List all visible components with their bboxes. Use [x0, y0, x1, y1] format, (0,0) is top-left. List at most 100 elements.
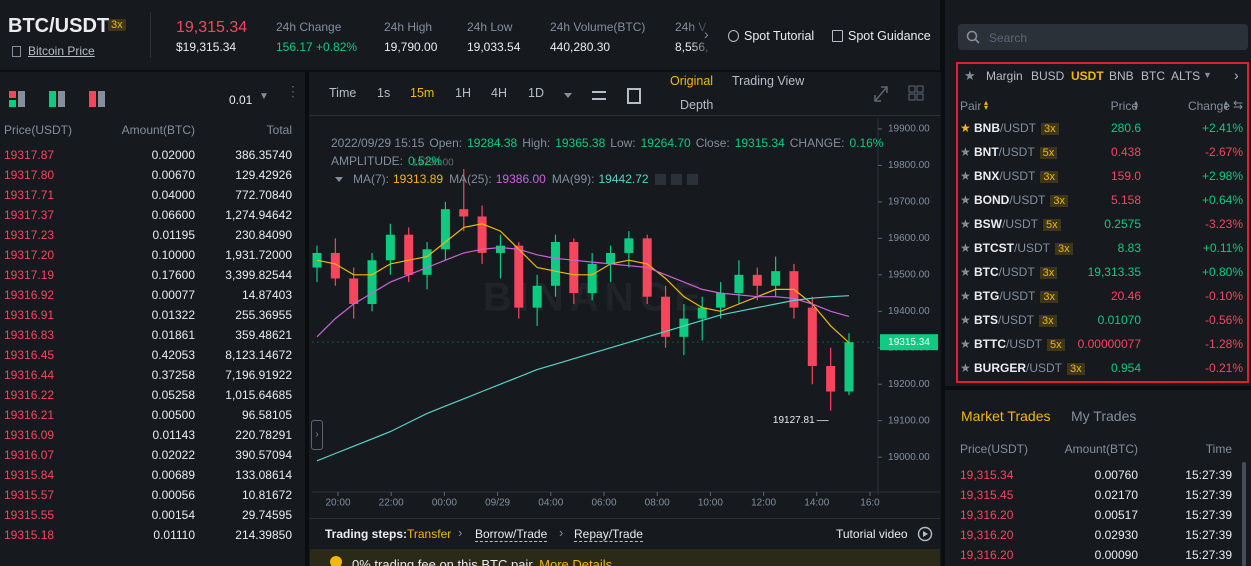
- view-tab[interactable]: Original: [670, 74, 714, 88]
- collapse-arrow[interactable]: [334, 176, 344, 184]
- ask-price[interactable]: 19316.22: [4, 388, 55, 402]
- ask-price[interactable]: 19315.57: [4, 488, 55, 502]
- precision-arrow[interactable]: ▼: [259, 91, 269, 102]
- pair-base: BTTC: [974, 337, 1006, 351]
- pair-row[interactable]: ★ BTTC/USDT 5x 0.00000077 -1.28%: [960, 337, 1244, 357]
- pair-row[interactable]: ★ BNX/USDT 3x 159.0 +2.98%: [960, 169, 1244, 189]
- expand-button[interactable]: ›: [311, 420, 323, 450]
- ask-price[interactable]: 19315.84: [4, 468, 55, 482]
- step[interactable]: Repay/Trade: [574, 527, 643, 542]
- ask-price[interactable]: 19316.21: [4, 408, 55, 422]
- tabs-next[interactable]: ›: [1234, 67, 1239, 83]
- pair-row[interactable]: ★ BNT/USDT 5x 0.438 -2.67%: [960, 145, 1244, 165]
- search-box[interactable]: [958, 24, 1248, 50]
- column-header[interactable]: Pair: [960, 99, 982, 113]
- ask-price[interactable]: 19315.18: [4, 528, 55, 542]
- ask-price[interactable]: 19317.37: [4, 208, 55, 222]
- ma-toggle[interactable]: [670, 174, 682, 186]
- interval-tab[interactable]: Time: [329, 86, 357, 100]
- banner-link[interactable]: More Details: [539, 557, 613, 566]
- coin-link[interactable]: Bitcoin Price: [28, 44, 95, 58]
- ask-price[interactable]: 19316.92: [4, 288, 55, 302]
- market-tab[interactable]: BUSD: [1031, 69, 1065, 83]
- interval-tab[interactable]: 1D: [528, 86, 544, 100]
- ask-price[interactable]: 19316.07: [4, 448, 55, 462]
- pair-change: -1.28%: [1204, 337, 1243, 351]
- column-header[interactable]: Price: [1110, 99, 1138, 113]
- pair-name: BTS/USDT 3x: [974, 313, 1057, 328]
- step[interactable]: Borrow/Trade: [475, 527, 548, 542]
- favorite-star: ★: [960, 265, 971, 279]
- swap-icon[interactable]: ⇆: [1233, 98, 1244, 112]
- ma-value: 19442.72: [598, 172, 649, 186]
- interval-tab[interactable]: 1H: [455, 86, 471, 100]
- pair-price: 0.00000077: [1077, 337, 1141, 351]
- interval-tab[interactable]: 15m: [410, 86, 435, 100]
- ask-price[interactable]: 19317.23: [4, 228, 55, 242]
- header-link[interactable]: Spot Tutorial: [744, 29, 815, 43]
- ask-price[interactable]: 19317.80: [4, 168, 55, 182]
- view-tab[interactable]: Depth: [680, 98, 714, 112]
- pair-row[interactable]: ★ BNB/USDT 3x 280.6 +2.41%: [960, 121, 1244, 141]
- chart-icons[interactable]: [873, 85, 925, 103]
- ask-price[interactable]: 19317.87: [4, 148, 55, 162]
- ask-total: 7,196.91922: [225, 368, 292, 382]
- precision[interactable]: 0.01: [229, 93, 253, 107]
- pair-row[interactable]: ★ BOND/USDT 3x 5.158 +0.64%: [960, 193, 1244, 213]
- ask-price[interactable]: 19316.83: [4, 328, 55, 342]
- favorites-star[interactable]: ★: [964, 68, 976, 83]
- ma-toggle[interactable]: [686, 174, 698, 186]
- market-tab[interactable]: USDT: [1071, 69, 1104, 83]
- divider: [310, 518, 940, 519]
- market-tab[interactable]: ALTS: [1171, 69, 1201, 83]
- pair-row[interactable]: ★ BTC/USDT 3x 19,313.35 +0.80%: [960, 265, 1244, 285]
- trades-tab[interactable]: Market Trades: [961, 408, 1051, 424]
- market-tab[interactable]: Margin: [986, 69, 1023, 83]
- leverage-badge: 5x: [1047, 339, 1065, 351]
- pair-name: BNX/USDT 3x: [974, 169, 1058, 184]
- market-tab[interactable]: BNB: [1109, 69, 1134, 83]
- tab-arrow[interactable]: ▼: [1203, 70, 1212, 80]
- ask-price[interactable]: 19316.91: [4, 308, 55, 322]
- play-icon[interactable]: [917, 526, 933, 542]
- ask-price[interactable]: 19315.55: [4, 508, 55, 522]
- interval-tab[interactable]: 4H: [491, 86, 507, 100]
- view-tab[interactable]: Trading View: [732, 74, 805, 88]
- header-link[interactable]: Spot Guidance: [848, 29, 931, 43]
- pair-name: BSW/USDT 5x: [974, 217, 1061, 232]
- pair-quote: /USDT: [998, 145, 1035, 159]
- trade-amount: 0.00760: [1094, 468, 1138, 482]
- ask-amount: 0.02000: [151, 148, 195, 162]
- favorite-star: ★: [960, 313, 971, 327]
- tutorial-video[interactable]: Tutorial video: [836, 527, 908, 541]
- favorite-star: ★: [960, 169, 971, 183]
- trades-tab[interactable]: My Trades: [1071, 408, 1137, 424]
- market-tab[interactable]: BTC: [1141, 69, 1165, 83]
- ask-price[interactable]: 19316.09: [4, 428, 55, 442]
- pair-row[interactable]: ★ BURGER/USDT 3x 0.954 -0.21%: [960, 361, 1244, 381]
- ask-amount: 0.00670: [151, 168, 195, 182]
- highlight-box: [956, 62, 1249, 383]
- step[interactable]: Transfer: [407, 527, 452, 541]
- pair-row[interactable]: ★ BTS/USDT 3x 0.01070 -0.56%: [960, 313, 1244, 333]
- column-header[interactable]: Change: [1187, 99, 1230, 113]
- toolbar-icons[interactable]: [562, 88, 652, 104]
- ask-total: 8,123.14672: [225, 348, 292, 362]
- ask-price[interactable]: 19316.44: [4, 368, 55, 382]
- info-label: AMPLITUDE:: [331, 154, 404, 168]
- scroll-arrow[interactable]: ›: [704, 26, 709, 42]
- pair-row[interactable]: ★ BSW/USDT 5x 0.2575 -3.23%: [960, 217, 1244, 237]
- ma-toggle[interactable]: [654, 174, 666, 186]
- ask-price[interactable]: 19317.19: [4, 268, 55, 282]
- layout-icons[interactable]: [9, 90, 109, 108]
- ask-price[interactable]: 19317.71: [4, 188, 55, 202]
- interval-tab[interactable]: 1s: [377, 86, 391, 100]
- pair-row[interactable]: ★ BTCST/USDT 3x 8.83 +0.11%: [960, 241, 1244, 261]
- leverage-badge: 3x: [108, 19, 126, 31]
- ask-price[interactable]: 19316.45: [4, 348, 55, 362]
- pair-row[interactable]: ★ BTG/USDT 3x 20.46 -0.10%: [960, 289, 1244, 309]
- search-placeholder[interactable]: Search: [989, 31, 1028, 45]
- pair-name: BTTC/USDT 5x: [974, 337, 1065, 352]
- more-menu[interactable]: ⋮: [286, 83, 300, 99]
- ask-price[interactable]: 19317.20: [4, 248, 55, 262]
